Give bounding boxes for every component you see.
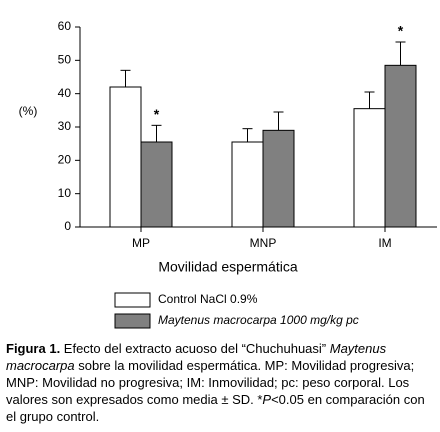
bar [231, 141, 264, 228]
caption-run: sobre la movilidad espermática. MP: Movi… [6, 358, 415, 407]
y-tick-label: 10 [58, 186, 72, 200]
bar [384, 64, 417, 228]
legend-label: Control NaCl 0.9% [158, 292, 258, 306]
legend-label: Maytenus macrocarpa 1000 mg/kg pc [158, 313, 359, 327]
y-tick-label: 60 [58, 19, 72, 33]
significance-marker: * [398, 23, 404, 39]
y-tick-label: 50 [58, 53, 72, 67]
x-tick-label: IM [378, 236, 391, 250]
caption-run: P [262, 392, 272, 407]
legend-swatch [114, 292, 151, 308]
caption-run: Maytenus macrocarpa [6, 341, 387, 373]
y-tick-label: 30 [58, 119, 72, 133]
y-tick-label: 0 [64, 219, 71, 233]
caption-run: Figura 1. [6, 341, 61, 356]
y-tick-label: 40 [58, 86, 72, 100]
x-tick-label: MP [132, 236, 150, 250]
y-axis-label: (%) [19, 104, 38, 118]
caption-run: <0.05 en comparación con el grupo contro… [6, 392, 425, 424]
caption: Figura 1. Efecto del extracto acuoso del… [6, 340, 434, 425]
bar [109, 86, 142, 228]
x-tick-label: MNP [250, 236, 277, 250]
chart: (%) Movilidad espermática 0 10 20 30 40 50 60 M… [19, 19, 437, 329]
significance-marker: * [154, 106, 160, 122]
bar [140, 141, 173, 228]
bar [262, 129, 295, 228]
caption-run: Efecto del extracto acuoso del “Chuchuhu… [60, 341, 330, 356]
legend-swatch [114, 313, 151, 329]
bar [353, 108, 386, 228]
x-axis-label: Movilidad espermática [158, 259, 297, 275]
y-tick-label: 20 [58, 153, 72, 167]
